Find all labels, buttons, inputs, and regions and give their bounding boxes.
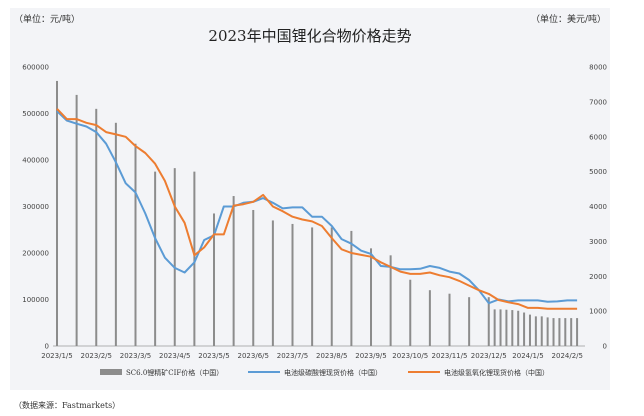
left-tick-label: 300000 bbox=[22, 203, 49, 211]
bars-series bbox=[56, 80, 579, 347]
left-axis-unit: （单位：元/吨） bbox=[14, 13, 80, 25]
source-note: （数据来源：Fastmarkets） bbox=[14, 401, 121, 410]
bar bbox=[534, 316, 537, 346]
left-tick-label: 400000 bbox=[22, 157, 49, 165]
bar bbox=[330, 227, 333, 346]
bar bbox=[370, 248, 373, 346]
legend-label-bars: SC6.0锂精矿CIF价格（中国） bbox=[126, 368, 223, 377]
bar bbox=[173, 168, 176, 346]
right-tick-label: 2000 bbox=[589, 273, 607, 281]
x-tick-label: 2023/10/5 bbox=[392, 352, 428, 360]
line-series bbox=[56, 108, 578, 310]
bar bbox=[154, 171, 157, 346]
bar bbox=[468, 297, 471, 346]
bar bbox=[95, 108, 98, 346]
x-tick-label: 2023/2/5 bbox=[81, 352, 112, 360]
x-tick-label: 2023/4/5 bbox=[159, 352, 190, 360]
left-tick-label: 100000 bbox=[22, 296, 49, 304]
bar bbox=[540, 316, 543, 346]
bar bbox=[528, 314, 531, 346]
bar bbox=[134, 143, 137, 346]
right-tick-label: 4000 bbox=[589, 203, 607, 211]
bar bbox=[552, 318, 555, 346]
bar bbox=[350, 230, 353, 346]
x-tick-label: 2023/3/5 bbox=[120, 352, 151, 360]
bar bbox=[389, 255, 392, 346]
bar bbox=[311, 227, 314, 346]
bar bbox=[493, 309, 496, 346]
right-tick-label: 3000 bbox=[589, 238, 607, 246]
bar bbox=[564, 318, 567, 346]
x-tick-label: 2023/5/5 bbox=[198, 352, 229, 360]
right-axis: 0 1000 2000 3000 4000 5000 6000 7000 8000 bbox=[589, 64, 607, 351]
lithium-price-chart: （单位：元/吨） （单位：美元/吨） 2023年中国锂化合物价格走势 0 1000… bbox=[14, 13, 607, 377]
bar bbox=[232, 196, 235, 346]
x-tick-label: 2024/2/5 bbox=[552, 352, 583, 360]
bar bbox=[56, 80, 58, 346]
legend-label-line2: 电池级氢氧化锂现货价格（中国） bbox=[444, 368, 549, 377]
bar bbox=[487, 297, 490, 346]
right-tick-label: 1000 bbox=[589, 308, 607, 316]
bar bbox=[114, 122, 117, 346]
bar bbox=[517, 310, 520, 346]
left-axis: 0 100000 200000 300000 400000 500000 600000 bbox=[22, 64, 49, 351]
x-tick-label: 2023/1/5 bbox=[41, 352, 72, 360]
x-tick-label: 2023/7/5 bbox=[277, 352, 308, 360]
right-tick-label: 5000 bbox=[589, 168, 607, 176]
left-tick-label: 500000 bbox=[22, 110, 49, 118]
right-axis-unit: （单位：美元/吨） bbox=[531, 13, 606, 25]
bar bbox=[570, 318, 573, 346]
chart-frame bbox=[10, 8, 610, 390]
bar bbox=[499, 309, 502, 346]
line-carbonate bbox=[56, 110, 578, 305]
bar bbox=[546, 317, 549, 346]
bar bbox=[511, 310, 514, 346]
bar bbox=[448, 293, 451, 346]
right-tick-label: 7000 bbox=[589, 98, 607, 106]
line-hydroxide bbox=[56, 108, 578, 310]
bar bbox=[271, 220, 274, 346]
x-tick-label: 2023/12/5 bbox=[471, 352, 507, 360]
bar bbox=[291, 223, 294, 346]
bar bbox=[252, 209, 255, 346]
legend-label-line1: 电池级碳酸锂现货价格（中国） bbox=[284, 368, 382, 377]
bar bbox=[558, 318, 561, 346]
right-tick-label: 0 bbox=[603, 343, 607, 351]
left-tick-label: 200000 bbox=[22, 250, 49, 258]
bar bbox=[409, 279, 412, 346]
bar bbox=[576, 318, 579, 346]
x-tick-label: 2024/1/5 bbox=[512, 352, 543, 360]
bar bbox=[213, 213, 216, 346]
x-tick-label: 2023/8/5 bbox=[316, 352, 347, 360]
x-tick-label: 2023/11/5 bbox=[432, 352, 468, 360]
bar bbox=[428, 290, 431, 346]
legend-swatch-bars bbox=[100, 369, 122, 375]
x-axis: 2023/1/5 2023/2/5 2023/3/5 2023/4/5 2023/5/5… bbox=[41, 345, 585, 360]
x-tick-label: 2023/6/5 bbox=[238, 352, 269, 360]
chart-title: 2023年中国锂化合物价格走势 bbox=[208, 27, 411, 45]
left-tick-label: 0 bbox=[45, 343, 49, 351]
bar bbox=[523, 312, 526, 346]
legend: SC6.0锂精矿CIF价格（中国） 电池级碳酸锂现货价格（中国） 电池级氢氧化锂… bbox=[100, 368, 549, 377]
x-tick-label: 2023/9/5 bbox=[355, 352, 386, 360]
right-tick-label: 6000 bbox=[589, 133, 607, 141]
right-tick-label: 8000 bbox=[589, 64, 607, 72]
bar bbox=[75, 94, 78, 347]
bar bbox=[505, 309, 508, 346]
bar bbox=[193, 171, 196, 346]
left-tick-label: 600000 bbox=[22, 64, 49, 72]
